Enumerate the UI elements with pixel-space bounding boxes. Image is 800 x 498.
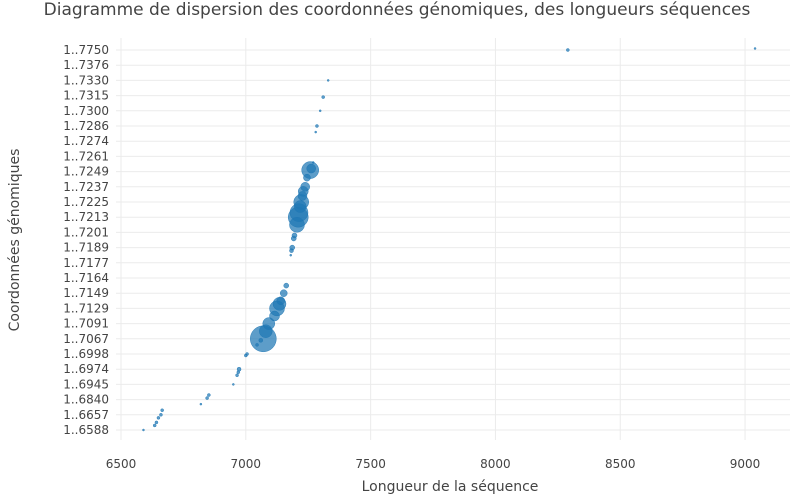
y-tick-label: 1..7201 — [63, 225, 109, 239]
y-tick-label: 1..7750 — [63, 43, 109, 57]
data-point[interactable] — [753, 47, 757, 50]
y-tick-label: 1..7274 — [63, 134, 109, 148]
y-tick-label: 1..7315 — [63, 89, 109, 103]
data-point[interactable] — [269, 310, 280, 322]
data-point[interactable] — [280, 289, 288, 297]
data-point[interactable] — [154, 420, 159, 425]
data-point[interactable] — [283, 282, 289, 289]
data-point[interactable] — [566, 48, 570, 52]
y-tick-label: 1..7129 — [63, 301, 109, 315]
x-tick-label: 6500 — [106, 457, 137, 471]
y-tick-label: 1..7091 — [63, 317, 109, 331]
grid — [116, 38, 790, 440]
y-tick-label: 1..7164 — [63, 271, 109, 285]
data-point[interactable] — [159, 413, 163, 417]
y-tick-label: 1..7237 — [63, 180, 109, 194]
data-point[interactable] — [235, 373, 239, 378]
data-point[interactable] — [303, 173, 311, 182]
data-point[interactable] — [199, 402, 203, 406]
x-axis-label: Longueur de la séquence — [362, 479, 539, 494]
data-point[interactable] — [289, 248, 294, 253]
y-tick-label: 1..7189 — [63, 241, 109, 255]
x-tick-label: 8500 — [605, 457, 636, 471]
x-tick-label: 9000 — [730, 457, 761, 471]
x-tick-label: 8000 — [480, 457, 511, 471]
data-point[interactable] — [156, 416, 161, 420]
y-tick-label: 1..6588 — [63, 423, 109, 437]
data-point[interactable] — [311, 161, 315, 164]
y-tick-label: 1..6998 — [63, 347, 109, 361]
y-tick-label: 1..7249 — [63, 165, 109, 179]
data-point[interactable] — [293, 200, 307, 213]
y-tick-label: 1..7261 — [63, 149, 109, 163]
x-tick-label: 7500 — [355, 457, 386, 471]
y-tick-label: 1..7286 — [63, 119, 109, 133]
data-point[interactable] — [152, 423, 157, 428]
data-point[interactable] — [262, 317, 276, 330]
data-point[interactable] — [255, 343, 259, 347]
data-point[interactable] — [318, 109, 322, 113]
data-point[interactable] — [326, 79, 330, 82]
data-point[interactable] — [258, 338, 264, 343]
data-point[interactable] — [300, 182, 310, 192]
y-tick-label: 1..7330 — [63, 73, 109, 87]
data-points[interactable] — [142, 47, 757, 432]
data-point[interactable] — [297, 191, 308, 201]
data-point[interactable] — [245, 352, 249, 356]
chart-title: Diagramme de dispersion des coordonnées … — [44, 0, 751, 20]
data-point[interactable] — [314, 130, 317, 134]
data-point[interactable] — [160, 408, 164, 412]
y-tick-label: 1..7177 — [63, 256, 109, 270]
data-point[interactable] — [315, 124, 319, 128]
y-tick-label: 1..6657 — [63, 408, 109, 422]
y-tick-label: 1..6945 — [63, 377, 109, 391]
data-point[interactable] — [289, 217, 305, 233]
data-point[interactable] — [142, 428, 145, 432]
data-point[interactable] — [289, 253, 292, 257]
y-tick-label: 1..6974 — [63, 362, 109, 376]
y-tick-label: 1..7067 — [63, 332, 109, 346]
data-point[interactable] — [236, 370, 241, 374]
data-point[interactable] — [321, 95, 325, 99]
data-point[interactable] — [236, 366, 242, 372]
data-point[interactable] — [205, 396, 209, 400]
data-point[interactable] — [306, 163, 316, 174]
y-tick-label: 1..7376 — [63, 58, 109, 72]
y-tick-label: 1..6840 — [63, 393, 109, 407]
y-axis-label: Coordonnées génomiques — [7, 149, 23, 332]
y-tick-label: 1..7213 — [63, 210, 109, 224]
data-point[interactable] — [232, 383, 235, 386]
y-tick-label: 1..7300 — [63, 104, 109, 118]
y-tick-label: 1..7225 — [63, 195, 109, 209]
y-tick-label: 1..7149 — [63, 286, 109, 300]
x-tick-labels: 6500 7000 7500 8000 8500 9000 — [106, 457, 761, 471]
data-point[interactable] — [207, 393, 211, 397]
data-point[interactable] — [276, 296, 286, 306]
x-tick-label: 7000 — [231, 457, 262, 471]
data-point[interactable] — [291, 232, 298, 239]
